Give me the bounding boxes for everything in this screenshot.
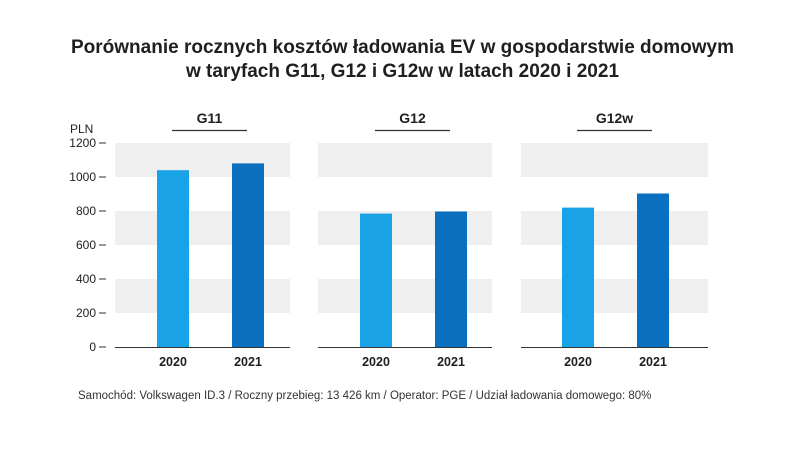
y-tick-label: 800: [76, 204, 96, 218]
title-line-2: w taryfach G11, G12 i G12w w latach 2020…: [185, 61, 620, 82]
bar-G12-2021: [435, 211, 467, 347]
grid-band-1-5: [318, 143, 492, 177]
x-tick-label: 2020: [362, 355, 390, 369]
y-axis-label: PLN: [70, 122, 93, 136]
x-tick-label: 2020: [159, 355, 187, 369]
chart-title: Porównanie rocznych kosztów ładowania EV…: [0, 36, 805, 84]
bar-G12w-2021: [637, 193, 669, 347]
x-tick-label: 2021: [234, 355, 262, 369]
bar-G12w-2020: [562, 207, 594, 347]
y-tick-label: 600: [76, 238, 96, 252]
grid-band-2-1: [521, 279, 708, 313]
x-tick-label: 2020: [564, 355, 592, 369]
y-tick-label: 1200: [69, 136, 96, 150]
panel-title-G12: G12: [399, 110, 426, 126]
bar-G11-2021: [232, 163, 264, 347]
bar-G11-2020: [157, 170, 189, 347]
y-tick-label: 200: [76, 306, 96, 320]
title-line-1: Porównanie rocznych kosztów ładowania EV…: [70, 37, 734, 58]
panel-title-G11: G11: [197, 110, 223, 126]
footnote: Samochód: Volkswagen ID.3 / Roczny przeb…: [78, 390, 652, 402]
grid-band-2-3: [521, 211, 708, 245]
y-tick-label: 1000: [69, 170, 96, 184]
bar-G12-2020: [360, 213, 392, 347]
x-tick-label: 2021: [639, 355, 667, 369]
y-tick-label: 0: [89, 340, 96, 354]
grid-band-2-5: [521, 143, 708, 177]
y-tick-label: 400: [76, 272, 96, 286]
panel-title-G12w: G12w: [596, 110, 633, 126]
x-tick-label: 2021: [437, 355, 465, 369]
